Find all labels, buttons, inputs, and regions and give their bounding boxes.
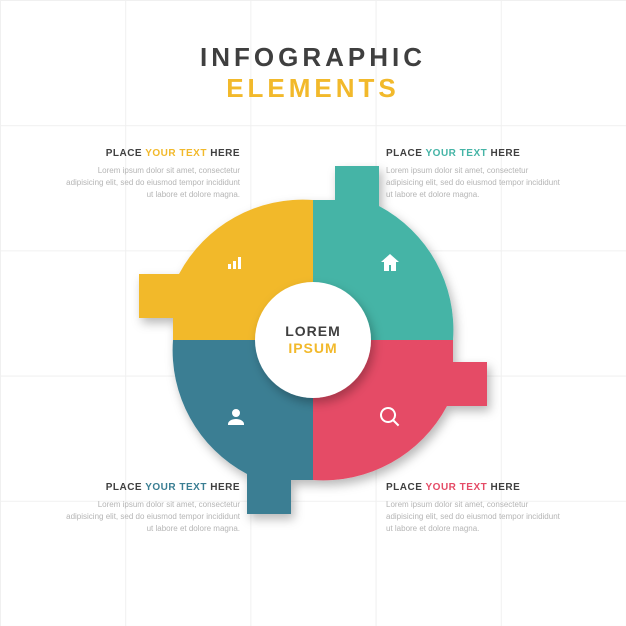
text-body: Lorem ipsum dolor sit amet, consectetur … [60,499,240,535]
center-line1: LOREM [285,323,341,339]
circular-infographic: LOREM IPSUM [163,190,463,490]
text-heading: PLACE YOUR TEXT HERE [386,148,566,159]
page-title: INFOGRAPHIC ELEMENTS [0,42,626,104]
title-line1: INFOGRAPHIC [0,42,626,73]
text-heading: PLACE YOUR TEXT HERE [60,148,240,159]
text-body: Lorem ipsum dolor sit amet, consectetur … [386,499,566,535]
center-label: LOREM IPSUM [285,323,341,357]
title-line2: ELEMENTS [0,73,626,104]
center-line2: IPSUM [285,340,341,357]
